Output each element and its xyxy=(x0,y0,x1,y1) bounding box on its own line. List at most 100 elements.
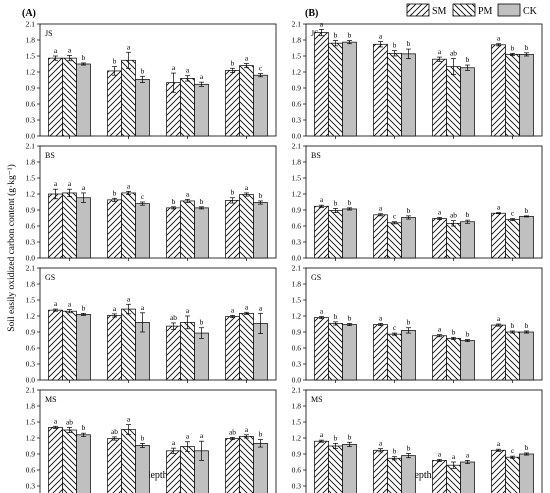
significance-letter: a xyxy=(466,450,470,459)
bar-pm xyxy=(239,312,254,381)
significance-letter: a xyxy=(245,183,249,192)
significance-letter: ab xyxy=(111,427,118,436)
y-tick-label: 0.6 xyxy=(26,100,36,109)
significance-letter: a xyxy=(127,294,131,303)
bar-ck xyxy=(194,83,209,137)
bar-pm xyxy=(180,200,195,259)
column-label-a: (A) xyxy=(22,8,36,19)
panel-b-ms: 0.00.30.60.91.21.51.82.1MS0–10abb10–20ab… xyxy=(292,386,543,493)
y-tick-label: 1.5 xyxy=(292,174,302,183)
bar-sm xyxy=(48,57,63,137)
y-tick-label: 0.6 xyxy=(292,100,302,109)
panel-a-bs: 0.0 0.3 0.6 0.9 1.2 1.5 1.8 2.1 BS a a a b a c b a b b a b xyxy=(26,142,277,263)
significance-letter: b xyxy=(334,312,338,321)
bar-ck xyxy=(401,330,416,381)
y-tick-label: 0.3 xyxy=(26,360,36,369)
bar-sm xyxy=(373,324,388,381)
panel-label: BS xyxy=(45,151,55,160)
significance-letter: b xyxy=(407,39,411,48)
significance-letter: b xyxy=(334,198,338,207)
bar-pm xyxy=(328,210,343,259)
significance-letter: a xyxy=(172,438,176,447)
y-tick-label: 0.6 xyxy=(26,466,36,475)
bar-pm xyxy=(387,457,402,493)
legend-label-sm: SM xyxy=(432,6,447,17)
significance-letter: a xyxy=(68,300,72,309)
bar-pm xyxy=(505,456,520,493)
legend-label-pm: PM xyxy=(478,6,493,17)
bar-sm xyxy=(225,316,240,381)
plot-frame xyxy=(39,267,277,381)
bar-ck xyxy=(519,331,534,381)
significance-letter: a xyxy=(320,195,324,204)
y-tick-label: 1.2 xyxy=(26,190,36,199)
panel-label: MS xyxy=(311,395,323,404)
significance-letter: b xyxy=(334,31,338,40)
y-tick-label: 0.9 xyxy=(26,328,36,337)
bar-pm xyxy=(328,323,343,381)
y-tick-label: 0.3 xyxy=(26,482,36,491)
y-tick-label: 1.2 xyxy=(292,312,302,321)
bar-sm xyxy=(373,214,388,259)
bar-ck xyxy=(76,197,91,259)
significance-letter: a xyxy=(200,431,204,440)
bar-ck xyxy=(519,54,534,137)
significance-letter: a xyxy=(438,325,442,334)
y-tick-label: 1.5 xyxy=(292,52,302,61)
panel-b-gs: 0.0 0.3 0.6 0.9 1.2 1.5 1.8 2.1 GS a b b a c b a b b a b b xyxy=(292,264,543,385)
bar-ck xyxy=(194,207,209,259)
bar-pm xyxy=(387,222,402,259)
bar-pm xyxy=(239,65,254,137)
significance-letter: b xyxy=(452,327,456,336)
bar-pm xyxy=(180,78,195,137)
significance-letter: a xyxy=(186,66,190,75)
y-tick-label: 0.6 xyxy=(26,344,36,353)
bar-sm xyxy=(314,317,329,381)
significance-letter: a xyxy=(186,432,190,441)
y-tick-label: 0.9 xyxy=(292,328,302,337)
y-tick-label: 0.9 xyxy=(292,450,302,459)
bar-pm xyxy=(387,333,402,381)
y-tick-label: 0.0 xyxy=(292,376,302,385)
bar-ck xyxy=(135,445,150,493)
significance-letter: b xyxy=(334,433,338,442)
significance-letter: b xyxy=(82,303,86,312)
legend-swatch-ck xyxy=(497,3,521,17)
bar-sm xyxy=(373,43,388,137)
y-tick-label: 0.9 xyxy=(292,206,302,215)
bar-ck xyxy=(135,79,150,137)
panel-label: GS xyxy=(45,273,55,282)
bar-ck xyxy=(342,41,357,137)
bar-ck xyxy=(401,455,416,493)
bar-sm xyxy=(432,218,447,259)
legend: SM PM CK xyxy=(406,3,538,17)
significance-letter: a xyxy=(379,32,383,41)
y-tick-label: 1.2 xyxy=(26,68,36,77)
significance-letter: a xyxy=(320,430,324,439)
significance-letter: a xyxy=(438,449,442,458)
legend-label-ck: CK xyxy=(523,6,538,17)
y-tick-label: 0.6 xyxy=(292,344,302,353)
significance-letter: b xyxy=(348,432,352,441)
significance-letter: b xyxy=(259,191,263,200)
bar-ck xyxy=(253,74,268,137)
significance-letter: b xyxy=(511,43,515,52)
plot-frame xyxy=(305,145,543,259)
significance-letter: a xyxy=(497,34,501,43)
significance-letter: b xyxy=(200,318,204,327)
y-tick-label: 1.2 xyxy=(292,434,302,443)
bar-ck xyxy=(76,434,91,493)
significance-letter: b xyxy=(231,58,235,67)
significance-letter: ab xyxy=(170,313,177,322)
plot-frame xyxy=(305,389,543,493)
y-tick-label: 2.1 xyxy=(26,386,36,395)
bar-sm xyxy=(166,450,181,493)
panel-a-ms: 0.00.30.60.91.21.51.82.1MS0–10aabb10–20a… xyxy=(26,386,277,493)
y-tick-label: 1.2 xyxy=(292,68,302,77)
significance-letter: c xyxy=(511,446,515,455)
bar-ck xyxy=(401,53,416,137)
bar-sm xyxy=(491,324,506,381)
